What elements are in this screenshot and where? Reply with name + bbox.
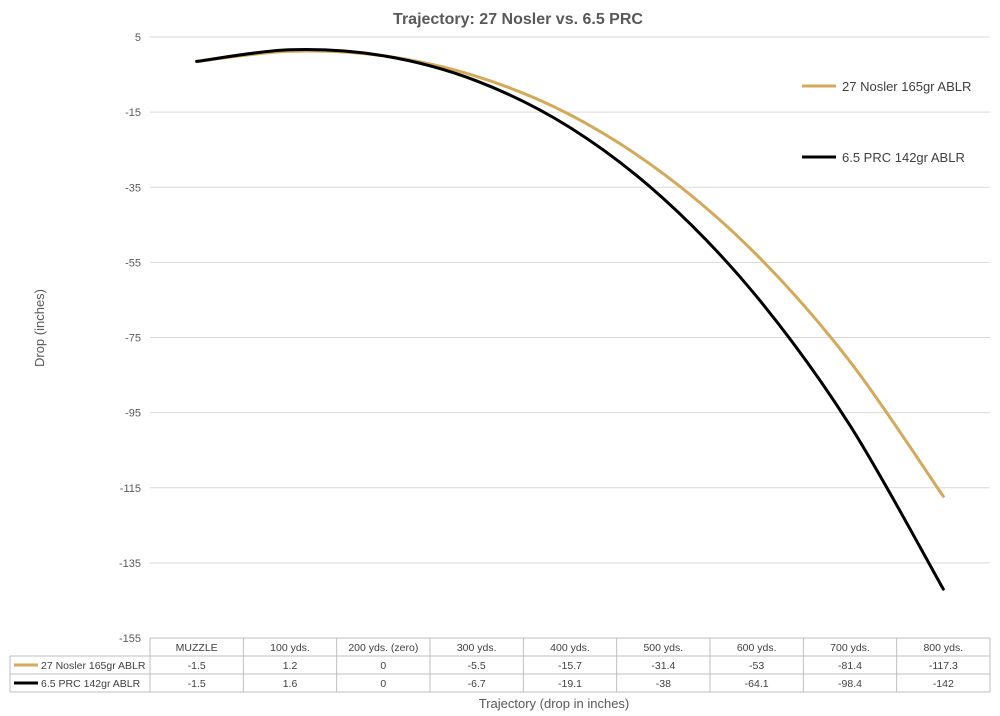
table-cell: 0 <box>380 678 386 690</box>
y-axis-label: Drop (inches) <box>32 289 47 367</box>
table-cell: -98.4 <box>838 678 862 690</box>
table-cell: -53 <box>749 660 764 672</box>
legend-label: 6.5 PRC 142gr ABLR <box>842 150 965 165</box>
table-cell: -117.3 <box>929 660 958 672</box>
y-tick-label: -15 <box>125 107 141 119</box>
y-tick-label: -155 <box>119 633 141 645</box>
series-lines <box>195 48 945 591</box>
y-tick-label: 5 <box>135 32 141 44</box>
table-cell: -31.4 <box>651 660 675 672</box>
x-tick-label: 700 yds. <box>830 642 870 654</box>
table-cell: -142 <box>933 678 954 690</box>
table-row-label: 27 Nosler 165gr ABLR <box>41 660 146 672</box>
table-cell: 1.6 <box>283 678 298 690</box>
table-row-label: 6.5 PRC 142gr ABLR <box>41 678 141 690</box>
table-cell: 1.2 <box>283 660 298 672</box>
x-tick-label: MUZZLE <box>176 642 218 654</box>
x-tick-label: 400 yds. <box>550 642 590 654</box>
data-table: MUZZLE 100 yds. 200 yds. (zero) 300 yds. 400… <box>9 637 991 693</box>
x-tick-label: 100 yds. <box>270 642 310 654</box>
table-cell: -1.5 <box>188 660 206 672</box>
y-tick-label: -115 <box>120 483 141 495</box>
y-tick-label: -95 <box>125 408 141 420</box>
series-line-0 <box>195 49 945 498</box>
table-cell: -15.7 <box>558 660 582 672</box>
y-tick-label: -35 <box>125 182 141 194</box>
table-cell: -19.1 <box>558 678 582 690</box>
table-cell: -81.4 <box>838 660 862 672</box>
x-tick-label: 800 yds. <box>923 642 963 654</box>
table-cell: -6.7 <box>468 678 486 690</box>
y-tick-label: -55 <box>125 257 141 269</box>
table-cell: -64.1 <box>745 678 769 690</box>
x-tick-label: 200 yds. (zero) <box>348 642 418 654</box>
x-axis-label: Trajectory (drop in inches) <box>479 696 630 711</box>
table-cell: 0 <box>380 660 386 672</box>
x-tick-label: 300 yds. <box>457 642 497 654</box>
table-cell: -38 <box>656 678 671 690</box>
table-cell: -5.5 <box>468 660 486 672</box>
table-cell: -1.5 <box>188 678 206 690</box>
series-line-1 <box>195 48 945 591</box>
x-tick-label: 500 yds. <box>643 642 683 654</box>
y-axis-ticks: 5 -15 -35 -55 -75 -95 -115 -135 -155 <box>119 32 141 645</box>
x-tick-label: 600 yds. <box>737 642 777 654</box>
y-tick-label: -75 <box>125 333 141 345</box>
y-tick-label: -135 <box>119 558 141 570</box>
legend-label: 27 Nosler 165gr ABLR <box>842 79 971 94</box>
legend: 27 Nosler 165gr ABLR 6.5 PRC 142gr ABLR <box>802 79 971 165</box>
chart-title: Trajectory: 27 Nosler vs. 6.5 PRC <box>393 11 643 28</box>
